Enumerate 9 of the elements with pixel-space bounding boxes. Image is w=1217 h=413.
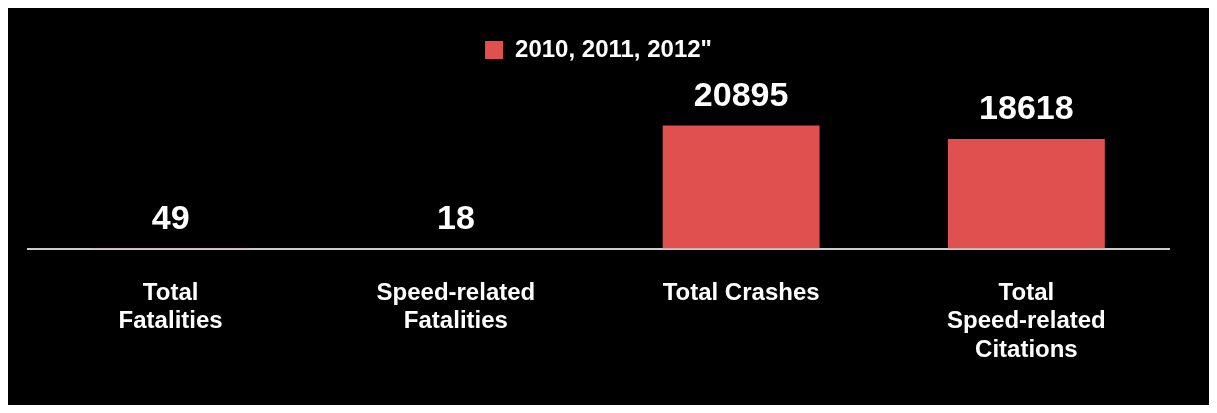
data-label: 20895 [693,74,789,113]
data-label: 18618 [979,88,1074,127]
x-tick-label: Total Speed-related Citations [947,277,1106,363]
legend-label: 2010, 2011, 2012" [515,34,712,62]
x-tick-label: Total Crashes [662,277,820,305]
x-tick-label: Total Fatalities [118,277,223,334]
data-label: 18 [436,197,475,236]
x-tick-label: Speed-related Fatalities [376,277,536,334]
data-label: 49 [151,197,190,236]
